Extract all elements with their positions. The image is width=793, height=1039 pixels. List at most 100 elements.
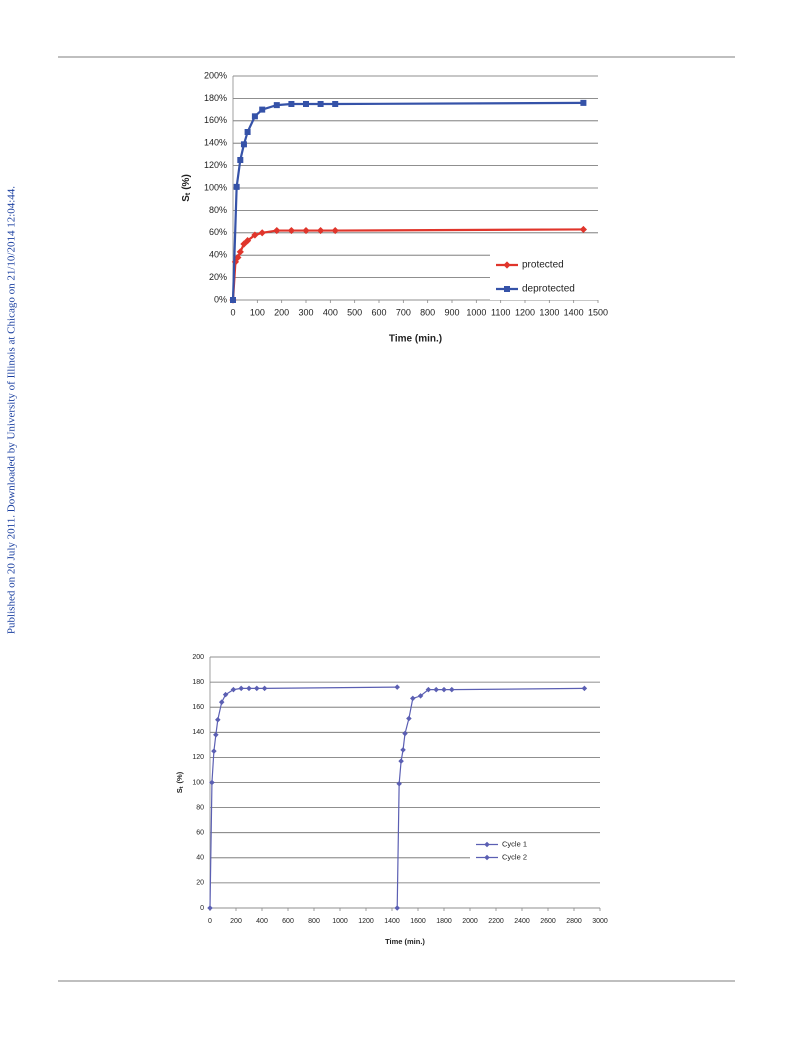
y-tick-label: 120% xyxy=(204,160,227,170)
y-tick-label: 120 xyxy=(192,754,204,761)
marker xyxy=(207,905,213,911)
series-line xyxy=(396,687,585,909)
marker xyxy=(259,106,266,113)
marker xyxy=(230,686,237,693)
marker xyxy=(580,99,587,106)
marker xyxy=(234,253,242,262)
legend-label: Cycle 2 xyxy=(502,852,527,861)
marker xyxy=(238,685,244,692)
y-tick-label: 60 xyxy=(196,830,204,837)
marker xyxy=(398,758,404,764)
marker xyxy=(211,748,217,754)
x-tick-label: 800 xyxy=(308,918,320,925)
x-tick-label: 1400 xyxy=(384,918,400,925)
y-tick-label: 200 xyxy=(192,654,204,661)
x-tick-label: 600 xyxy=(371,307,386,317)
y-tick-label: 200% xyxy=(204,70,227,80)
marker xyxy=(449,686,455,693)
x-tick-label: 800 xyxy=(420,307,435,317)
x-tick-label: 1100 xyxy=(491,307,510,317)
marker xyxy=(394,684,400,690)
marker xyxy=(504,286,510,292)
x-tick-label: 200 xyxy=(230,918,242,925)
x-axis-title: Time (min.) xyxy=(389,334,442,345)
y-axis-title-sub: t xyxy=(185,192,192,195)
y-tick-label: 180 xyxy=(192,679,204,686)
x-tick-label: 0 xyxy=(208,918,212,925)
y-tick-label: 80 xyxy=(196,804,204,811)
marker xyxy=(332,101,339,107)
x-tick-label: 1300 xyxy=(539,307,559,317)
marker xyxy=(215,716,221,723)
marker xyxy=(236,248,244,256)
marker xyxy=(273,102,280,109)
x-tick-label: 2400 xyxy=(514,918,530,925)
marker xyxy=(317,101,324,107)
marker xyxy=(273,226,281,235)
x-tick-label: 1200 xyxy=(358,918,374,925)
y-tick-label: 80% xyxy=(209,205,227,215)
marker xyxy=(425,686,432,693)
watermark: Published on 20 July 2011. Downloaded by… xyxy=(6,186,18,634)
y-axis-title-unit: (%) xyxy=(175,771,184,783)
marker xyxy=(233,183,240,190)
marker xyxy=(240,141,247,148)
y-axis-title-main: S xyxy=(175,788,184,793)
y-tick-label: 160% xyxy=(204,115,227,125)
x-tick-label: 2200 xyxy=(488,918,504,925)
y-tick-label: 20% xyxy=(209,272,227,282)
marker xyxy=(396,780,402,787)
marker xyxy=(222,691,229,698)
y-tick-label: 40% xyxy=(209,250,227,260)
marker xyxy=(317,226,325,235)
marker xyxy=(209,779,215,786)
marker xyxy=(288,101,295,107)
x-tick-label: 1000 xyxy=(332,918,348,925)
y-tick-label: 60% xyxy=(209,227,227,237)
marker xyxy=(579,225,587,234)
y-axis-title-sub: t xyxy=(179,786,185,788)
x-tick-label: 400 xyxy=(256,918,268,925)
x-tick-label: 200 xyxy=(274,307,289,317)
x-tick-label: 1600 xyxy=(410,918,426,925)
legend-label: deprotected xyxy=(522,284,575,295)
marker xyxy=(303,101,309,107)
marker xyxy=(230,297,236,303)
marker xyxy=(246,685,252,692)
x-tick-label: 3000 xyxy=(592,918,608,925)
marker xyxy=(484,854,490,861)
x-tick-label: 600 xyxy=(282,918,294,925)
y-tick-label: 20 xyxy=(196,880,204,887)
marker xyxy=(433,686,439,693)
x-tick-label: 1200 xyxy=(515,307,535,317)
marker xyxy=(581,685,588,692)
marker xyxy=(244,237,252,245)
y-axis-title-unit: (%) xyxy=(181,174,192,190)
x-tick-label: 700 xyxy=(396,307,411,317)
x-axis-title: Time (min.) xyxy=(385,937,425,946)
y-tick-label: 40 xyxy=(196,855,204,862)
marker xyxy=(410,695,416,702)
y-axis-title: St (%) xyxy=(181,174,192,202)
y-tick-label: 140 xyxy=(192,729,204,736)
marker xyxy=(406,715,412,722)
marker xyxy=(400,747,406,753)
marker xyxy=(484,841,490,848)
series-line xyxy=(209,686,398,909)
y-tick-label: 0 xyxy=(200,905,204,912)
legend-box xyxy=(470,838,600,864)
marker xyxy=(218,699,225,705)
x-tick-label: 400 xyxy=(323,307,338,317)
marker xyxy=(302,226,310,235)
marker xyxy=(251,231,259,239)
x-tick-label: 1500 xyxy=(588,307,608,317)
marker xyxy=(402,730,408,737)
legend-label: protected xyxy=(522,260,564,271)
legend-box xyxy=(490,254,598,300)
x-tick-label: 2800 xyxy=(566,918,582,925)
x-tick-label: 1000 xyxy=(466,307,486,317)
y-tick-label: 100% xyxy=(204,182,227,192)
x-tick-label: 100 xyxy=(250,307,265,317)
